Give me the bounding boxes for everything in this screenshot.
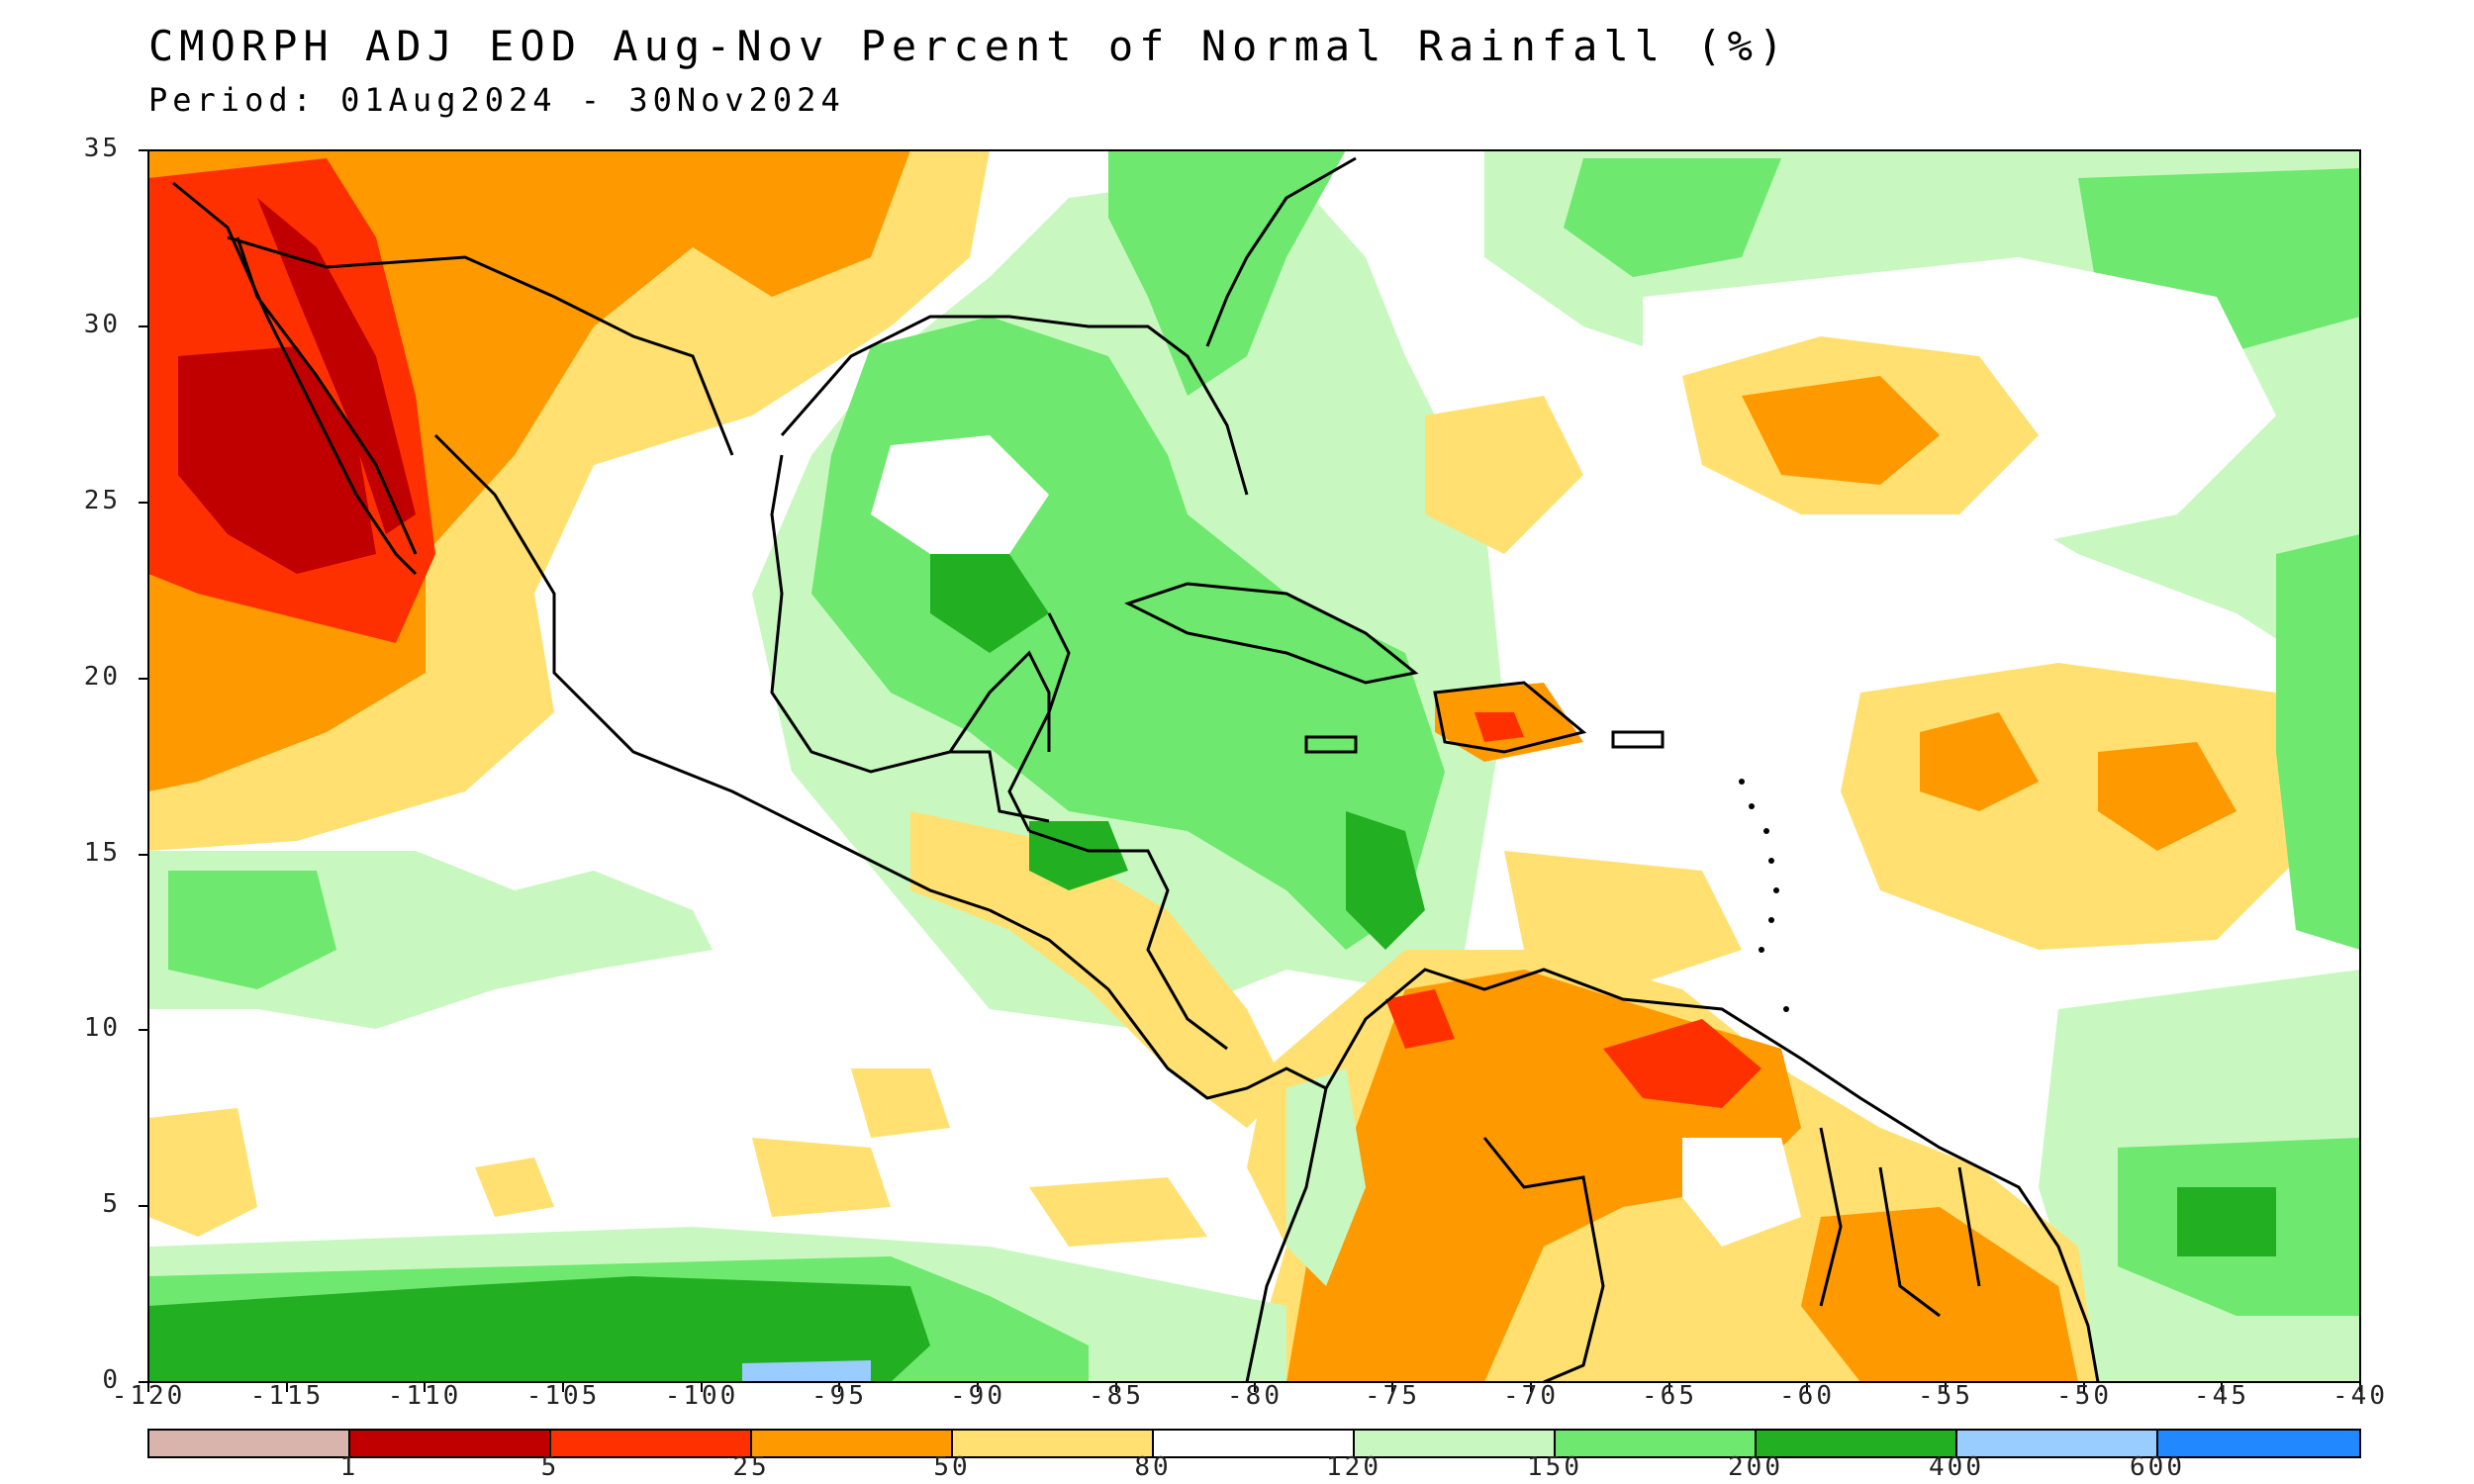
colorbar-bin-6 bbox=[1353, 1429, 1556, 1458]
coast-south-america-north bbox=[1324, 968, 2100, 1383]
field-orange-atlantic-east bbox=[1920, 712, 2039, 811]
field-white-guiana bbox=[1682, 1138, 1801, 1247]
coast-guiana-borders bbox=[1819, 1127, 1981, 1318]
coast-cuba bbox=[1124, 582, 1419, 685]
coast-gulf-west bbox=[770, 454, 1051, 774]
lon-label: -90 bbox=[950, 1381, 1005, 1411]
colorbar-label: 600 bbox=[2130, 1452, 2185, 1482]
field-green-se-us bbox=[1108, 150, 1346, 396]
lesser-antilles bbox=[1739, 779, 1789, 1012]
field-deepred-gulfca bbox=[257, 198, 416, 534]
coast-gulf-ca bbox=[236, 236, 418, 555]
colorbar-label: 1 bbox=[339, 1452, 359, 1482]
lon-label: -105 bbox=[525, 1381, 601, 1411]
field-green-pacific-mid bbox=[168, 871, 336, 989]
lon-label: -120 bbox=[111, 1381, 186, 1411]
field-green-atlantic-east-edge bbox=[2276, 534, 2360, 950]
field-white-gulf bbox=[871, 435, 1049, 554]
colorbar-bin-3 bbox=[750, 1429, 953, 1458]
coast-yucatan bbox=[1007, 612, 1071, 832]
map-period: Period: 01Aug2024 - 30Nov2024 bbox=[148, 81, 845, 119]
colorbar-label: 25 bbox=[732, 1452, 770, 1482]
coast-puerto-rico bbox=[1611, 730, 1665, 749]
lon-label: -110 bbox=[387, 1381, 462, 1411]
lon-label: -65 bbox=[1642, 1381, 1697, 1411]
lon-label: -75 bbox=[1365, 1381, 1420, 1411]
field-darkgreen-atlantic-se bbox=[2177, 1187, 2276, 1256]
coast-central-america-carib bbox=[1028, 829, 1228, 1051]
coast-gulf-north bbox=[780, 315, 1249, 496]
lon-label: -45 bbox=[2194, 1381, 2249, 1411]
lon-label: -95 bbox=[811, 1381, 867, 1411]
coast-florida bbox=[1205, 156, 1357, 347]
colorbar-label: 5 bbox=[540, 1452, 560, 1482]
coast-baja bbox=[172, 181, 418, 576]
lat-label: 5 bbox=[102, 1189, 121, 1219]
field-yellow-pacific-spot2 bbox=[851, 1068, 950, 1138]
lon-label: -115 bbox=[249, 1381, 325, 1411]
colorbar-label: 120 bbox=[1326, 1452, 1381, 1482]
field-lightblue-equator bbox=[742, 1360, 871, 1382]
field-red-venezuela bbox=[1603, 1019, 1761, 1108]
lon-label: -70 bbox=[1503, 1381, 1559, 1411]
lon-label: -85 bbox=[1089, 1381, 1144, 1411]
field-yellow-lesser-antilles bbox=[1504, 851, 1742, 989]
coast-us-border bbox=[227, 235, 734, 456]
field-red-colombia bbox=[1385, 989, 1455, 1049]
field-darkgreen-carib bbox=[1346, 811, 1425, 950]
field-yellow-atlantic-west bbox=[1425, 396, 1583, 554]
coast-central-america bbox=[989, 908, 1327, 1100]
colorbar-label: 50 bbox=[933, 1452, 971, 1482]
axis-ticks bbox=[139, 149, 2361, 1392]
field-deepred-baja bbox=[178, 346, 376, 574]
lon-label: -100 bbox=[664, 1381, 739, 1411]
colorbar-label: 400 bbox=[1929, 1452, 1984, 1482]
lat-label: 20 bbox=[83, 662, 121, 692]
lon-label: -60 bbox=[1779, 1381, 1835, 1411]
colorbar-label: 200 bbox=[1728, 1452, 1783, 1482]
lat-label: 10 bbox=[83, 1013, 121, 1043]
lon-label: -80 bbox=[1227, 1381, 1283, 1411]
lat-label: 15 bbox=[83, 838, 121, 868]
field-orange-atlantic-east2 bbox=[2098, 742, 2236, 851]
lon-label: -40 bbox=[2332, 1381, 2388, 1411]
colorbar-label: 150 bbox=[1527, 1452, 1582, 1482]
coast-south-america-pacific bbox=[1245, 1087, 1328, 1383]
rainfall-field bbox=[148, 150, 2360, 1382]
coastlines bbox=[172, 156, 2100, 1384]
colorbar-label: 80 bbox=[1134, 1452, 1172, 1482]
field-yellow-pacific-spot3 bbox=[752, 1138, 891, 1217]
lon-label: -50 bbox=[2056, 1381, 2112, 1411]
field-orange-atlantic-mid bbox=[1742, 376, 1940, 485]
colorbar-bin-10 bbox=[2156, 1429, 2361, 1458]
map-title: CMORPH ADJ EOD Aug-Nov Percent of Normal… bbox=[148, 22, 1790, 70]
lon-label: -55 bbox=[1918, 1381, 1973, 1411]
field-darkgreen-equator bbox=[148, 1276, 930, 1382]
coast-jamaica bbox=[1304, 735, 1358, 754]
field-red-hispaniola bbox=[1475, 712, 1524, 742]
field-yellow-pacific-spot4 bbox=[1029, 1177, 1207, 1247]
coast-venezuela-border bbox=[1482, 1137, 1605, 1384]
colorbar-bin-0 bbox=[147, 1429, 350, 1458]
field-yellow-pacific-spot5 bbox=[475, 1158, 554, 1217]
lat-label: 30 bbox=[83, 310, 121, 339]
field-orange-guianas bbox=[1801, 1207, 2078, 1382]
lat-label: 25 bbox=[83, 486, 121, 515]
field-yellow-central-america bbox=[910, 811, 1286, 1128]
lat-label: 0 bbox=[102, 1365, 121, 1395]
field-green-atlantic-north bbox=[1564, 158, 1781, 277]
lat-label: 35 bbox=[83, 134, 121, 163]
field-yellow-pacific-spot1 bbox=[148, 1108, 257, 1237]
colorbar-bin-4 bbox=[951, 1429, 1154, 1458]
coast-mexico-pacific bbox=[433, 433, 991, 912]
colorbar bbox=[147, 1429, 2361, 1458]
coast-guatemala bbox=[950, 750, 1050, 823]
field-lightgreen-colombia-pacific bbox=[1286, 1068, 1366, 1286]
coast-hispaniola bbox=[1433, 681, 1587, 754]
field-darkgreen-gulf bbox=[930, 554, 1049, 653]
